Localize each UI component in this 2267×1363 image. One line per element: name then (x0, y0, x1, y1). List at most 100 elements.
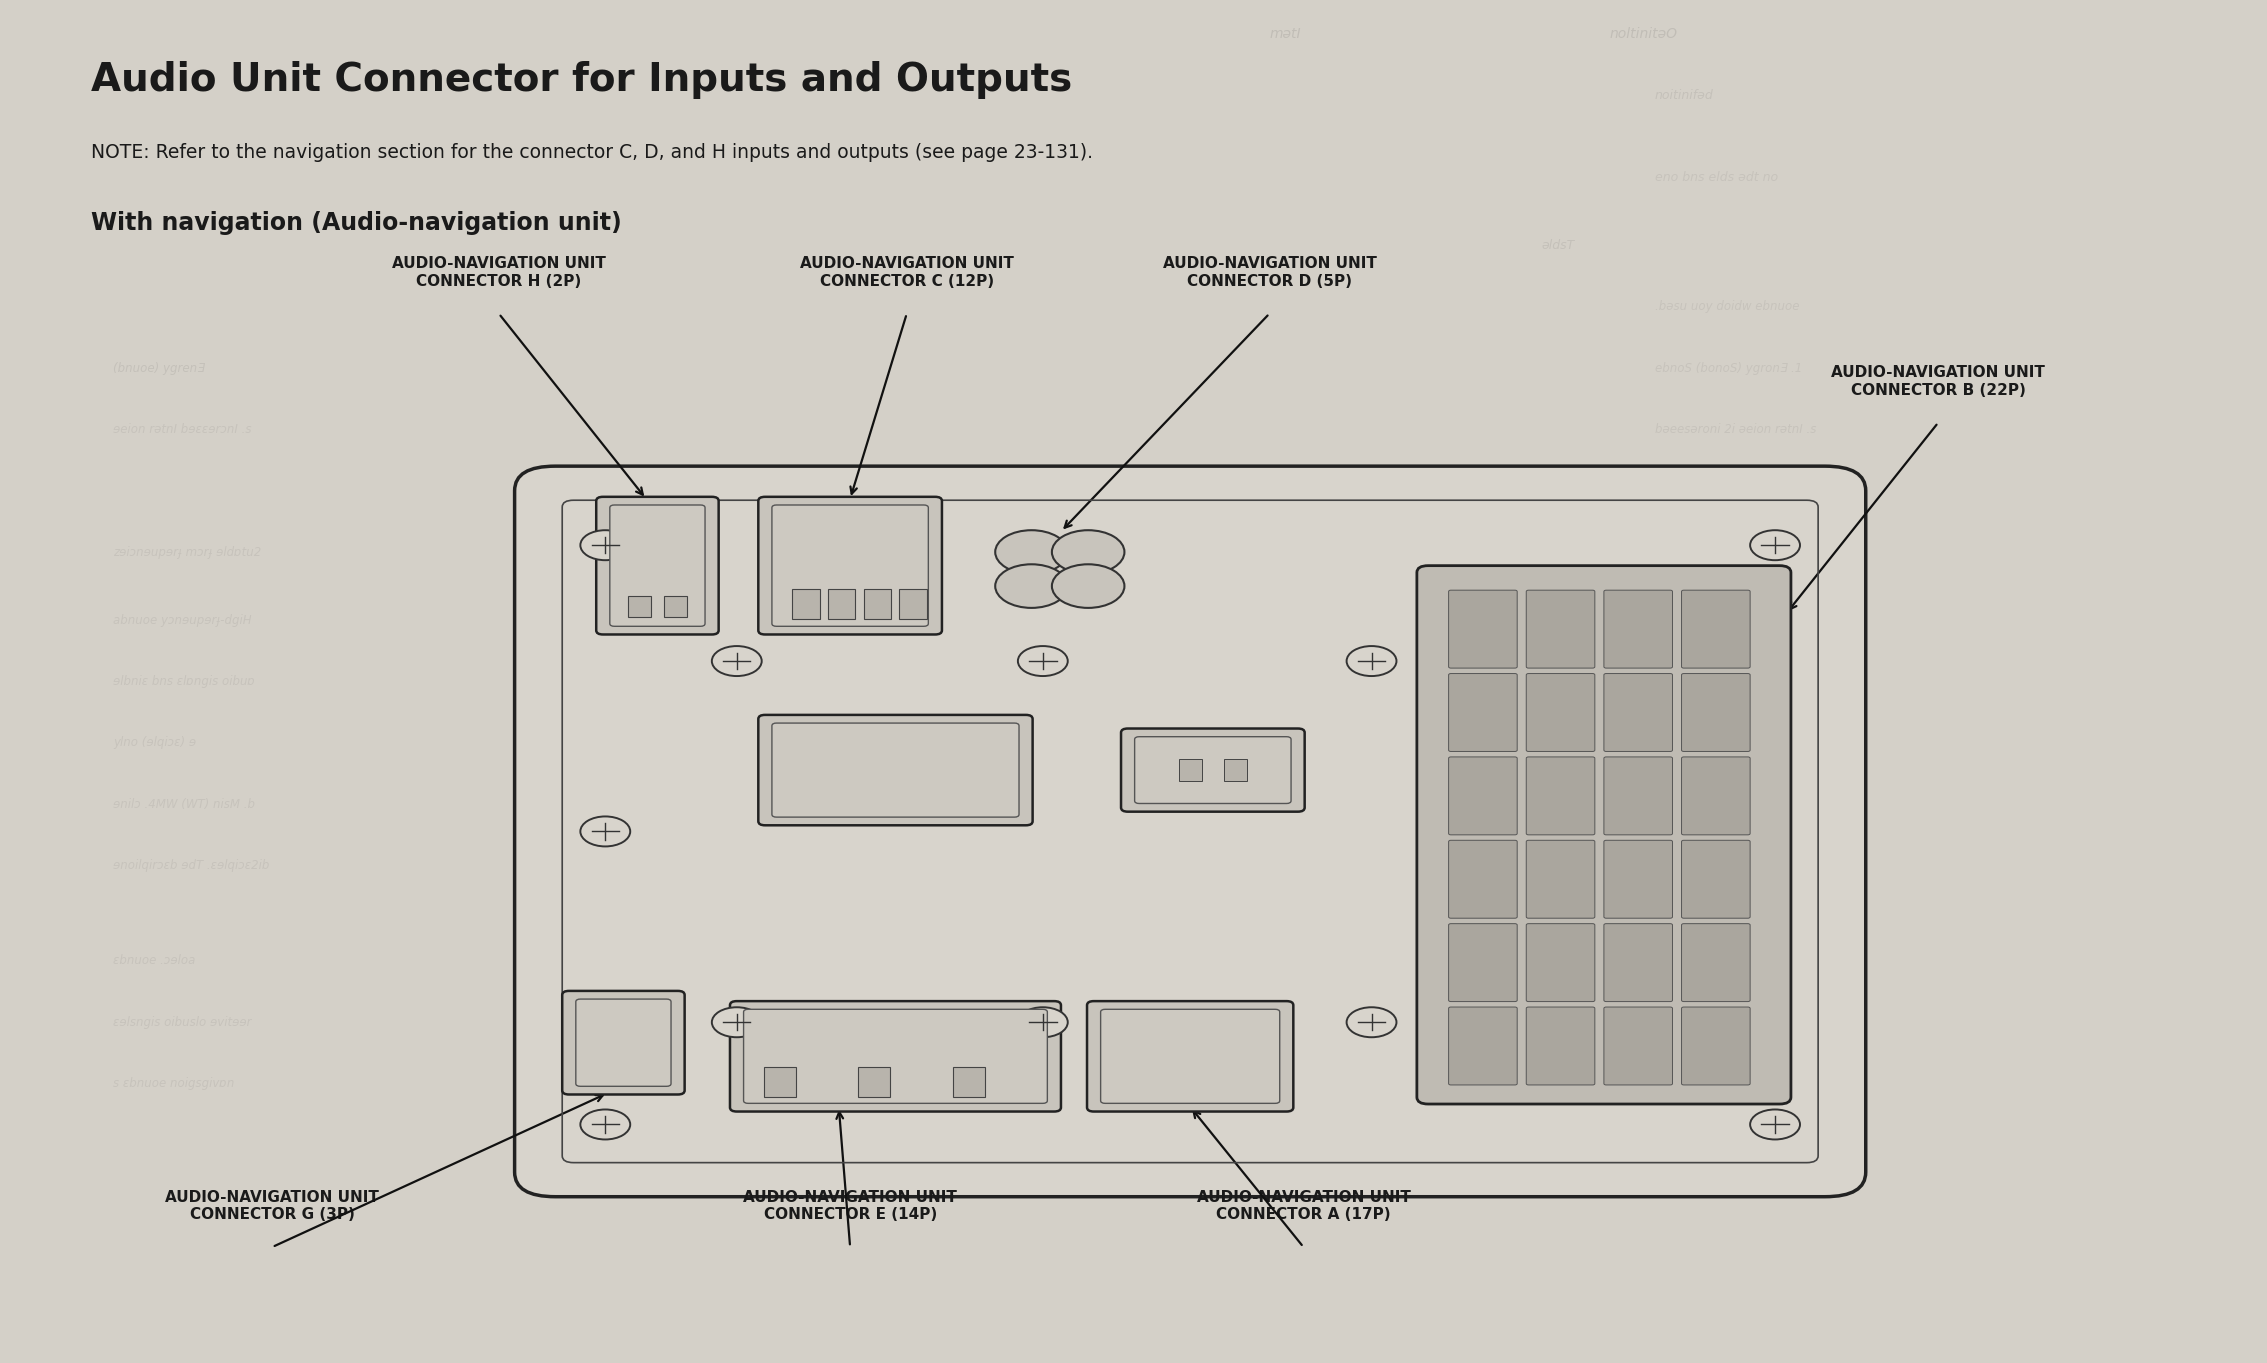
Bar (859, 1066, 891, 1096)
FancyBboxPatch shape (596, 497, 719, 634)
Text: mətI: mətI (1270, 27, 1301, 41)
Text: (bnuoe) ygrenƎ: (bnuoe) ygrenƎ (113, 361, 204, 375)
FancyBboxPatch shape (1449, 756, 1517, 834)
Bar (764, 1066, 796, 1096)
Text: ɘlbniɛ bns ɛlɒngis oibuɒ: ɘlbniɛ bns ɛlɒngis oibuɒ (113, 675, 256, 688)
FancyBboxPatch shape (1449, 924, 1517, 1002)
FancyBboxPatch shape (1605, 673, 1673, 751)
Text: ɛɘlsngis oibuslo ɘvitɘɘr: ɛɘlsngis oibuslo ɘvitɘɘr (113, 1015, 252, 1029)
FancyBboxPatch shape (1605, 590, 1673, 668)
Text: noitinifəd: noitinifəd (1655, 89, 1714, 102)
Circle shape (1018, 1007, 1068, 1037)
Circle shape (712, 1007, 762, 1037)
FancyBboxPatch shape (1449, 673, 1517, 751)
Circle shape (1052, 564, 1124, 608)
Text: abnuoe yɔnɘupɘrɟ-dgiH: abnuoe yɔnɘupɘrɟ-dgiH (113, 613, 252, 627)
Circle shape (1347, 1007, 1396, 1037)
Text: eno bns elds ədt no: eno bns elds ədt no (1655, 170, 1777, 184)
Text: AUDIO-NAVIGATION UNIT
CONNECTOR H (2P): AUDIO-NAVIGATION UNIT CONNECTOR H (2P) (392, 256, 605, 289)
Text: ɘnoilqirɔɛb ɘdT .ɛɘlqiɔɛ2ib: ɘnoilqirɔɛb ɘdT .ɛɘlqiɔɛ2ib (113, 859, 270, 872)
Text: .bəsu uoy doidw ebnuoe: .bəsu uoy doidw ebnuoe (1655, 300, 1800, 313)
FancyBboxPatch shape (576, 999, 671, 1086)
Circle shape (1750, 1109, 1800, 1139)
Text: AUDIO-NAVIGATION UNIT
CONNECTOR A (17P): AUDIO-NAVIGATION UNIT CONNECTOR A (17P) (1197, 1190, 1410, 1223)
FancyBboxPatch shape (744, 1009, 1047, 1104)
FancyBboxPatch shape (1449, 1007, 1517, 1085)
FancyBboxPatch shape (1682, 840, 1750, 919)
Text: ɘnilɔ .4MW (WT) nisM .b: ɘnilɔ .4MW (WT) nisM .b (113, 797, 256, 811)
Circle shape (1750, 530, 1800, 560)
Circle shape (1347, 646, 1396, 676)
Text: AUDIO-NAVIGATION UNIT
CONNECTOR C (12P): AUDIO-NAVIGATION UNIT CONNECTOR C (12P) (800, 256, 1013, 289)
Bar (664, 597, 687, 616)
Text: s ɛbnuoe noigsgivɒn: s ɛbnuoe noigsgivɒn (113, 1077, 236, 1090)
Text: ɘlbniɛ bns elɒngis oibuɒ: ɘlbniɛ bns elɒngis oibuɒ (1655, 675, 1798, 688)
Text: AUDIO-NAVIGATION UNIT
CONNECTOR D (5P): AUDIO-NAVIGATION UNIT CONNECTOR D (5P) (1163, 256, 1376, 289)
Text: ənilɔ .4MW (WT) nisM .b: ənilɔ .4MW (WT) nisM .b (1655, 797, 1798, 811)
Text: eəiɔnəupərɟ mori eldɒtu2: eəiɔnəupərɟ mori eldɒtu2 (1655, 484, 1805, 497)
Text: AUDIO-NAVIGATION UNIT
CONNECTOR E (14P): AUDIO-NAVIGATION UNIT CONNECTOR E (14P) (744, 1190, 957, 1223)
Bar (793, 589, 821, 619)
FancyBboxPatch shape (1136, 736, 1292, 804)
Text: With navigation (Audio-navigation unit): With navigation (Audio-navigation unit) (91, 211, 621, 236)
FancyBboxPatch shape (1605, 1007, 1673, 1085)
Circle shape (995, 564, 1068, 608)
FancyBboxPatch shape (1102, 1009, 1279, 1104)
FancyBboxPatch shape (1682, 590, 1750, 668)
Circle shape (1018, 646, 1068, 676)
Circle shape (580, 530, 630, 560)
FancyBboxPatch shape (1682, 924, 1750, 1002)
FancyBboxPatch shape (1449, 590, 1517, 668)
FancyBboxPatch shape (610, 506, 705, 627)
FancyBboxPatch shape (730, 1000, 1061, 1112)
Text: ɘnoilqirɔɛb ɘdT .eəlqiɔ2ib: ɘnoilqirɔɛb ɘdT .eəlqiɔ2ib (1655, 859, 1807, 872)
Text: ɛbnuoe .ɔɘloa: ɛbnuoe .ɔɘloa (113, 954, 195, 968)
FancyBboxPatch shape (1088, 1000, 1292, 1112)
Circle shape (712, 646, 762, 676)
FancyBboxPatch shape (1605, 924, 1673, 1002)
FancyBboxPatch shape (1682, 1007, 1750, 1085)
FancyBboxPatch shape (1526, 673, 1596, 751)
Text: ɘeion rətnI bɘɛɛɘrɔnI .s: ɘeion rətnI bɘɛɛɘrɔnI .s (113, 423, 252, 436)
Circle shape (995, 530, 1068, 574)
Text: AUDIO-NAVIGATION UNIT
CONNECTOR G (3P): AUDIO-NAVIGATION UNIT CONNECTOR G (3P) (165, 1190, 379, 1223)
FancyBboxPatch shape (757, 714, 1034, 825)
Circle shape (580, 1109, 630, 1139)
Bar (1179, 759, 1202, 781)
Bar (628, 597, 651, 616)
FancyBboxPatch shape (1605, 756, 1673, 834)
Bar (827, 589, 855, 619)
FancyBboxPatch shape (1682, 756, 1750, 834)
FancyBboxPatch shape (1605, 840, 1673, 919)
Text: NOTE: Refer to the navigation section for the connector C, D, and H inputs and o: NOTE: Refer to the navigation section fo… (91, 143, 1093, 162)
FancyBboxPatch shape (1449, 840, 1517, 919)
Text: Audio Unit Connector for Inputs and Outputs: Audio Unit Connector for Inputs and Outp… (91, 61, 1072, 99)
Text: ebnoS (bonoS) ygronƎ .1: ebnoS (bonoS) ygronƎ .1 (1655, 361, 1802, 375)
FancyBboxPatch shape (1526, 924, 1596, 1002)
Text: bəeesəroni 2i əeion rətnI .s: bəeesəroni 2i əeion rətnI .s (1655, 423, 1816, 436)
Text: abnuoe yonəupərɟ-dgiH: abnuoe yonəupərɟ-dgiH (1655, 613, 1793, 627)
FancyBboxPatch shape (515, 466, 1866, 1197)
Text: .ƆJII: .ƆJII (1655, 545, 1678, 559)
Circle shape (580, 816, 630, 846)
Text: ylno (ɘlqiɔɛ) ɘ: ylno (ɘlqiɔɛ) ɘ (113, 736, 197, 750)
FancyBboxPatch shape (1526, 590, 1596, 668)
FancyBboxPatch shape (562, 991, 685, 1094)
Text: əldsT: əldsT (1542, 239, 1576, 252)
Text: noltinitəO: noltinitəO (1610, 27, 1678, 41)
FancyBboxPatch shape (771, 722, 1020, 816)
Text: zɘiɔnɘupɘrɟ mɔrɟ ɘldɒtu2: zɘiɔnɘupɘrɟ mɔrɟ ɘldɒtu2 (113, 545, 261, 559)
FancyBboxPatch shape (757, 497, 943, 634)
Text: AUDIO-NAVIGATION UNIT
CONNECTOR B (22P): AUDIO-NAVIGATION UNIT CONNECTOR B (22P) (1832, 365, 2045, 398)
FancyBboxPatch shape (1526, 756, 1596, 834)
FancyBboxPatch shape (1682, 673, 1750, 751)
FancyBboxPatch shape (1526, 1007, 1596, 1085)
Bar (952, 1066, 984, 1096)
FancyBboxPatch shape (1120, 728, 1306, 812)
FancyBboxPatch shape (771, 506, 929, 627)
Bar (1224, 759, 1247, 781)
Bar (864, 589, 891, 619)
FancyBboxPatch shape (1526, 840, 1596, 919)
Circle shape (1052, 530, 1124, 574)
FancyBboxPatch shape (1417, 566, 1791, 1104)
